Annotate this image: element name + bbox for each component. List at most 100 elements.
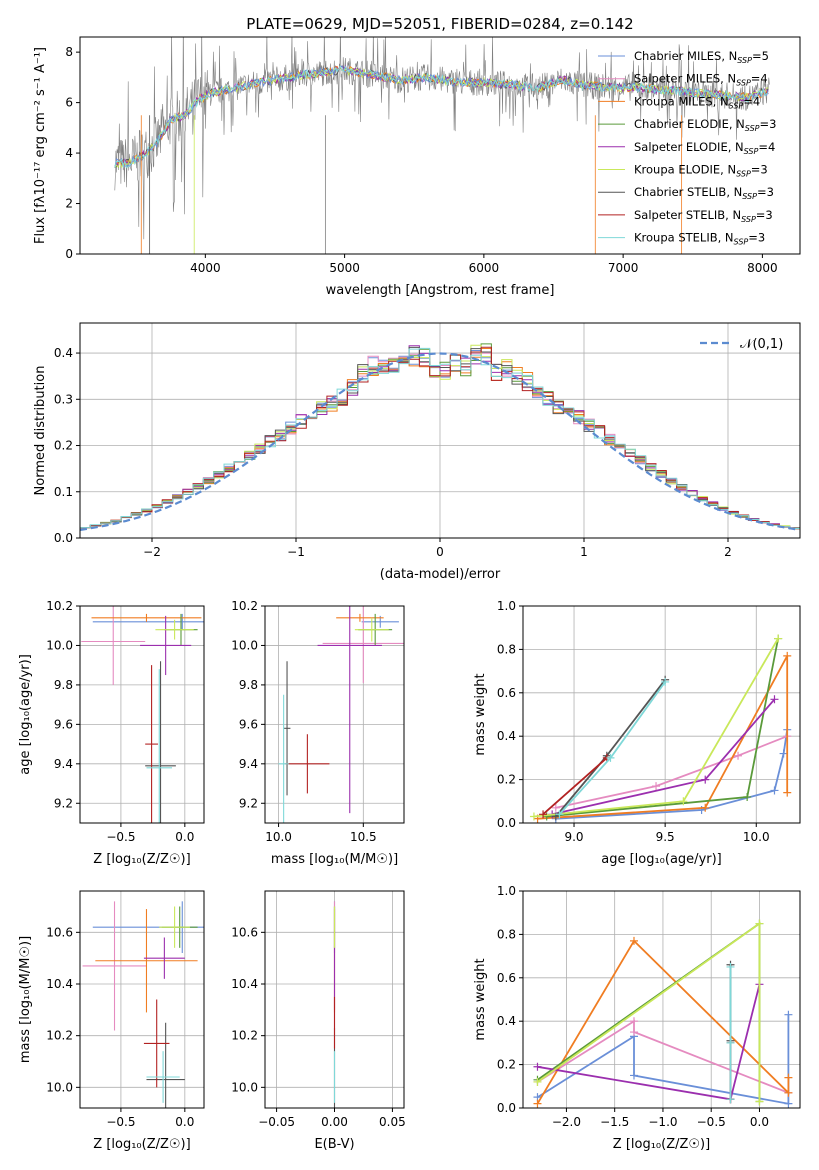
series-point-salpeter_miles (629, 1028, 638, 1037)
x-tick-label: −2 (143, 545, 161, 559)
y-tick-label: 1.0 (497, 599, 516, 613)
x-tick-label: −1.0 (648, 1115, 677, 1129)
spectrum-model-kroupa_stelib (114, 65, 769, 169)
panel-spectrum: 4000 5000 6000 7000 8000 0 2 4 6 8 wavelength [Ang… (33, 36, 801, 298)
x-tick-label: 5000 (329, 261, 360, 275)
y-tick-label: 0.4 (54, 346, 73, 360)
y-axis-label: mass weight (473, 673, 488, 755)
y-tick-label: 10.0 (231, 1080, 258, 1094)
y-tick-label: 10.0 (46, 638, 73, 652)
y-tick-label: 10.0 (46, 1080, 73, 1094)
plot-area (523, 891, 800, 1108)
plot-area (80, 323, 800, 538)
x-axis-label: Z [log₁₀(Z/Z☉)] (613, 1137, 710, 1152)
y-tick-label: 10.2 (46, 1029, 73, 1043)
x-axis-label: mass [log₁₀(M/M☉)] (271, 852, 398, 867)
x-tick-label: 0 (436, 545, 444, 559)
y-tick-label: 8 (65, 45, 73, 59)
series-line-kroupa_miles (536, 939, 790, 1105)
y-tick-label: 9.2 (54, 796, 73, 810)
x-tick-label: 7000 (608, 261, 639, 275)
plot-area (80, 606, 204, 823)
panel-mass_vs_Z: −0.5 0.0 10.0 10.2 10.4 10.6 Z [log₁₀(Z/Z☉)] ma… (18, 890, 205, 1152)
series-line-salpeter_miles (555, 735, 788, 809)
legend-label-salpeter_stelib: Salpeter STELIB, NSSP=3 (634, 208, 773, 224)
y-tick-label: 0.4 (497, 1014, 516, 1028)
legend-label-kroupa_elodie: Kroupa ELODIE, NSSP=3 (634, 163, 768, 179)
axes-frame (522, 890, 801, 1109)
x-tick-label: −1 (287, 545, 305, 559)
y-tick-label: 10.6 (46, 925, 73, 939)
y-tick-label: 0.1 (54, 485, 73, 499)
series-point-kroupa_elodie (755, 919, 764, 928)
plot-area (523, 606, 800, 823)
x-tick-label: −0.5 (106, 1115, 135, 1129)
legend-label-salpeter_elodie: Salpeter ELODIE, NSSP=4 (634, 140, 775, 156)
y-tick-label: 10.0 (231, 638, 258, 652)
y-tick-label: 10.2 (46, 599, 73, 613)
series-point-kroupa_miles (783, 788, 792, 797)
y-tick-label: 0.2 (497, 1058, 516, 1072)
series-point-chabrier_miles (779, 749, 788, 758)
series-point-kroupa_miles (701, 803, 710, 812)
panel-age_vs_Z: −0.5 0.0 9.2 9.4 9.6 9.8 10.0 10.2 Z [log₁₀(Z/Z☉… (18, 599, 205, 867)
series-point-kroupa_stelib (606, 753, 615, 762)
y-tick-label: 9.6 (54, 717, 73, 731)
y-tick-label: 6 (65, 96, 73, 110)
y-tick-label: 0.2 (497, 773, 516, 787)
y-tick-label: 9.8 (239, 678, 258, 692)
series-point-salpeter_elodie (701, 775, 710, 784)
y-tick-label: 0 (65, 247, 73, 261)
x-tick-label: −0.05 (258, 1115, 295, 1129)
y-tick-label: 0.6 (497, 971, 516, 985)
x-tick-label: −1.5 (600, 1115, 629, 1129)
series-point-kroupa_stelib (726, 1095, 735, 1104)
x-tick-label: 2 (724, 545, 732, 559)
x-axis-label: E(B-V) (314, 1137, 354, 1152)
x-tick-label: 1 (580, 545, 588, 559)
legend-label-kroupa_stelib: Kroupa STELIB, NSSP=3 (634, 231, 765, 247)
axes-frame (264, 605, 405, 824)
panel-age_vs_mass: 10.0 10.5 9.2 9.4 9.6 9.8 10.0 10.2 mass [log₁₀(… (231, 599, 405, 867)
y-tick-label: 4 (65, 146, 73, 160)
y-tick-label: 0.0 (497, 816, 516, 830)
x-tick-label: 9.5 (656, 830, 675, 844)
series-point-chabrier_miles (784, 1010, 793, 1019)
series-point-salpeter_miles (652, 782, 661, 791)
legend-label-salpeter_miles: Salpeter MILES, NSSP=4 (634, 72, 768, 88)
y-tick-label: 10.6 (231, 925, 258, 939)
series-point-kroupa_miles (784, 1073, 793, 1082)
x-tick-label: 0.0 (175, 1115, 194, 1129)
x-tick-label: −2.0 (552, 1115, 581, 1129)
x-axis-label: (data-model)/error (380, 567, 501, 582)
histogram-kroupa_stelib (80, 347, 800, 529)
panel-weight_vs_age: 9.0 9.5 10.0 0.0 0.2 0.4 0.6 0.8 1.0 age [log₁₀(a… (473, 599, 801, 867)
x-tick-label: 6000 (469, 261, 500, 275)
legend-label-chabrier_miles: Chabrier MILES, NSSP=5 (634, 49, 769, 65)
series-point-salpeter_miles (629, 1017, 638, 1026)
y-tick-label: 10.4 (231, 977, 258, 991)
y-tick-label: 10.4 (46, 977, 73, 991)
series-point-kroupa_stelib (555, 810, 564, 819)
series-point-chabrier_miles (770, 786, 779, 795)
series-point-chabrier_elodie (743, 792, 752, 801)
legend-label-chabrier_stelib: Chabrier STELIB, NSSP=3 (634, 185, 774, 201)
y-axis-label: mass weight (473, 958, 488, 1040)
series-point-chabrier_miles (784, 1099, 793, 1108)
x-tick-label: −0.5 (697, 1115, 726, 1129)
figure-title: PLATE=0629, MJD=52051, FIBERID=0284, z=0… (246, 15, 633, 33)
series-line-kroupa_elodie (536, 921, 761, 1102)
y-tick-label: 0.2 (54, 439, 73, 453)
series-point-kroupa_miles (629, 936, 638, 945)
x-tick-label: 0.0 (750, 1115, 769, 1129)
series-point-salpeter_elodie (770, 695, 779, 704)
panel-mass_vs_ebv: −0.05 0.00 0.05 10.0 10.2 10.4 10.6 E(B-V) (231, 890, 406, 1152)
series-line-salpeter_stelib (542, 757, 608, 815)
plot-area (265, 891, 404, 1108)
series-point-kroupa_stelib (726, 1038, 735, 1047)
y-tick-label: 9.4 (54, 757, 73, 771)
y-axis-label: Flux [fλ10⁻¹⁷ erg cm⁻² s⁻¹ A⁻¹] (33, 47, 48, 244)
y-tick-label: 0.0 (54, 531, 73, 545)
x-tick-label: 8000 (747, 261, 778, 275)
series-point-kroupa_elodie (679, 797, 688, 806)
